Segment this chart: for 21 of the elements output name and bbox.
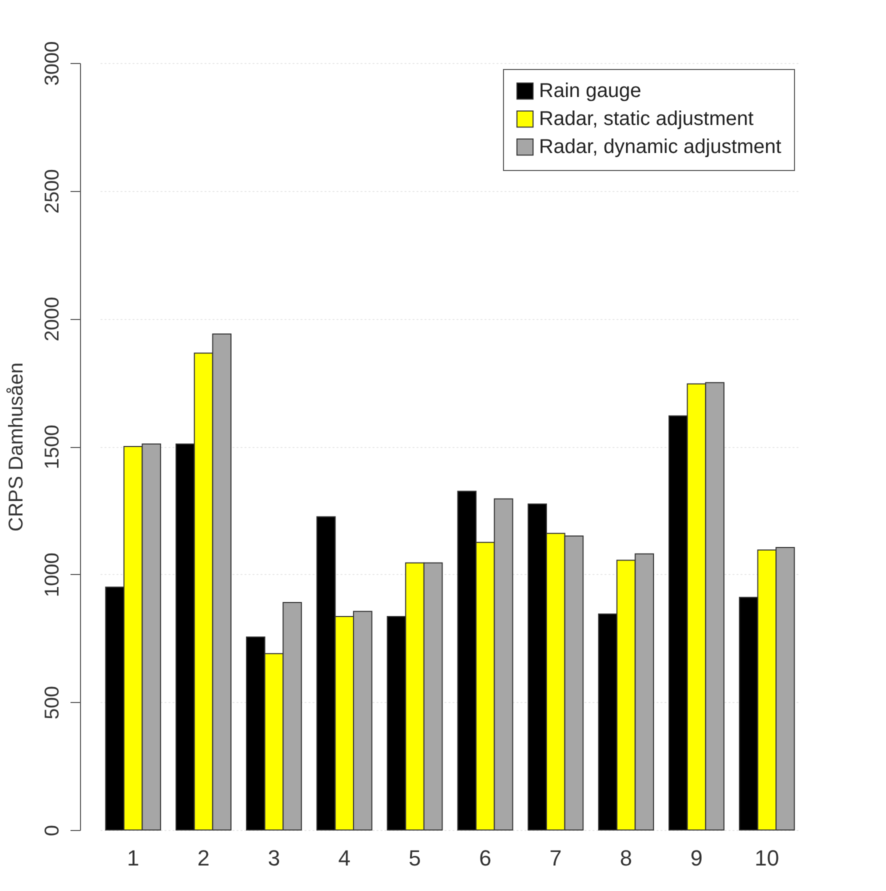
y-axis-title: CRPS Damhusåen [6,362,28,532]
legend-label: Radar, static adjustment [539,108,754,130]
y-tick-label: 1500 [42,424,64,470]
y-tick-label: 3000 [42,41,64,86]
y-tick-label: 500 [42,686,64,720]
x-tick-label: 8 [620,846,632,870]
y-tick-label: 0 [42,824,64,836]
x-tick-label: 5 [408,846,421,870]
y-tick-label: 1000 [42,552,64,598]
y-tick-label: 2000 [42,296,64,342]
x-tick-label: 1 [126,846,140,870]
x-tick-label: 4 [338,846,350,870]
legend-label: Radar, dynamic adjustment [539,136,782,158]
x-tick-label: 9 [690,846,703,870]
x-tick-label: 10 [754,846,780,870]
y-tick-label: 2500 [42,169,64,214]
legend-label: Rain gauge [539,80,642,102]
x-tick-label: 2 [197,846,210,870]
x-tick-label: 6 [479,846,492,870]
x-tick-label: 7 [550,846,562,870]
x-tick-label: 3 [268,846,280,870]
